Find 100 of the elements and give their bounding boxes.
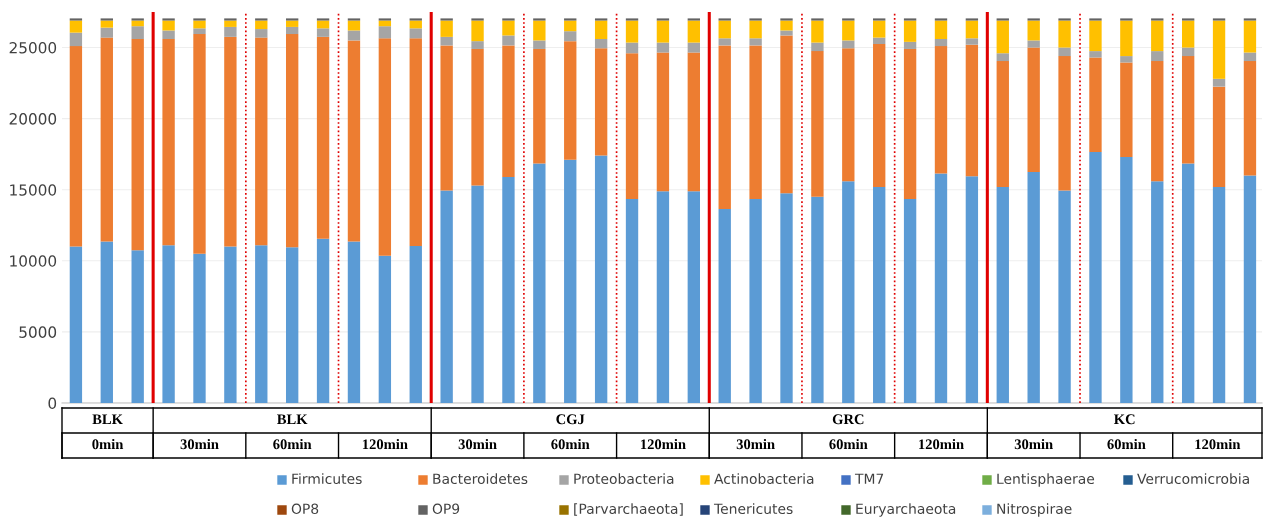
bar [1058, 56, 1071, 191]
bar [625, 53, 639, 199]
legend-label: Euryarchaeota [856, 503, 956, 517]
y-tick-label: 5000 [19, 326, 57, 338]
bar [1120, 18, 1133, 21]
bar [594, 18, 608, 21]
bar [1089, 152, 1102, 403]
bar [131, 18, 144, 21]
bar [718, 208, 731, 403]
bar [347, 40, 361, 242]
bar [100, 241, 113, 403]
bar [1151, 181, 1164, 403]
bar [934, 39, 948, 47]
bar [224, 18, 237, 21]
text: 60min [551, 438, 590, 450]
text: 120min [1195, 438, 1241, 450]
text: 30min [458, 438, 497, 450]
bar [842, 181, 855, 403]
bar [1181, 56, 1195, 164]
bar [965, 176, 979, 403]
bar [996, 186, 1009, 403]
bar [378, 26, 392, 39]
legend-label: Firmicutes [292, 473, 362, 485]
bar [440, 20, 453, 37]
bar [903, 41, 917, 49]
bar [1181, 47, 1195, 57]
bar [255, 18, 268, 21]
bar [656, 52, 670, 192]
bar [594, 155, 608, 403]
bar [1089, 18, 1102, 21]
bar [347, 30, 361, 41]
bar [255, 37, 268, 246]
bar [718, 38, 731, 46]
legend-label: TM7 [854, 473, 884, 484]
bar [687, 20, 700, 43]
bar [1212, 86, 1226, 187]
bar [873, 18, 886, 21]
bar [162, 18, 175, 21]
bar [625, 42, 639, 54]
bar [409, 38, 422, 246]
bar [965, 20, 979, 39]
bar [69, 46, 83, 247]
bar [811, 20, 824, 43]
bar [502, 176, 515, 403]
text: BLK [92, 414, 123, 425]
bar [533, 20, 546, 41]
bar [1027, 18, 1040, 21]
bar [934, 20, 948, 40]
text: 120min [641, 438, 686, 450]
bar [842, 48, 855, 182]
bar [1243, 61, 1257, 176]
bar [131, 39, 144, 251]
bar [533, 163, 546, 403]
bar [965, 18, 979, 21]
bar [378, 38, 392, 256]
bar [440, 45, 453, 191]
bar [903, 48, 917, 199]
bar [1089, 20, 1102, 52]
bar [131, 250, 144, 403]
bar [347, 241, 361, 403]
y-tick-label: 10000 [10, 255, 57, 267]
bar [1120, 56, 1133, 63]
bar [347, 18, 361, 21]
bar [255, 245, 268, 403]
bar [1027, 47, 1040, 172]
bar [131, 26, 144, 40]
bar [873, 37, 886, 44]
bar [316, 238, 330, 403]
bar [996, 18, 1009, 21]
bar [1243, 175, 1257, 403]
bar [718, 18, 731, 21]
bar [594, 39, 608, 49]
text: KC [1113, 414, 1135, 425]
bar [749, 38, 762, 46]
text: 60min [829, 438, 868, 450]
bar [100, 37, 113, 242]
legend-label: Nitrospirae [997, 503, 1072, 517]
bar [409, 18, 422, 21]
bar [996, 20, 1009, 54]
bar [687, 191, 700, 403]
bar [69, 20, 83, 33]
bar [564, 18, 577, 21]
bar [409, 245, 422, 403]
bar [842, 18, 855, 21]
bar [1212, 186, 1226, 403]
legend-label: Lentisphaerae [997, 473, 1095, 487]
bar [286, 34, 299, 248]
bar [656, 20, 670, 43]
text: 30min [1014, 438, 1053, 450]
bar [1181, 20, 1195, 48]
bar [533, 48, 546, 164]
text: 120min [362, 438, 408, 450]
y-tick-label: 0 [48, 397, 57, 410]
bar [718, 45, 731, 209]
legend-label: OP9 [432, 503, 460, 515]
text: 60min [1107, 438, 1146, 450]
bar [903, 198, 917, 403]
bar [378, 255, 392, 403]
bar [1243, 18, 1257, 21]
bar [1058, 190, 1071, 403]
